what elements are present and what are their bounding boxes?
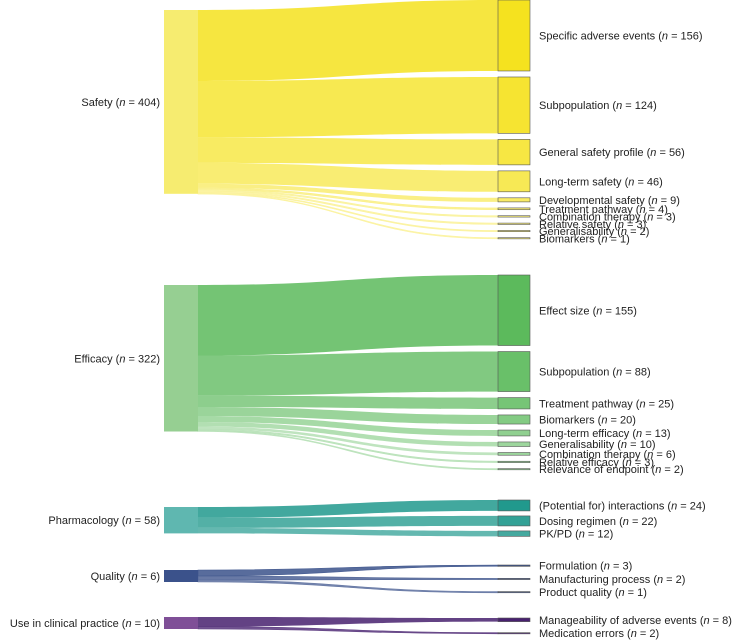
target-node-quality-manufacturing-process: [497, 578, 531, 580]
target-label-efficacy-treatment-pathway: Treatment pathway (n = 25): [539, 398, 674, 410]
target-label-safety-developmental-safety: Developmental safety (n = 9): [539, 195, 680, 207]
target-node-safety-treatment-pathway: [497, 207, 531, 211]
flow-safety-long-term-safety: [198, 162, 498, 192]
target-node-safety-generalisability: [497, 230, 531, 232]
target-label-efficacy-biomarkers: Biomarkers (n = 20): [539, 414, 636, 426]
target-label-pharmacology-dosing-regimen: Dosing regimen (n = 22): [539, 516, 657, 528]
target-label-use-in-clinical-practice-manageability-of-adverse-events: Manageability of adverse events (n = 8): [539, 615, 732, 627]
source-node-pharmacology: [164, 507, 198, 534]
target-node-efficacy-combination-therapy: [497, 452, 531, 456]
target-node-safety-subpopulation: [497, 76, 531, 134]
target-node-efficacy-treatment-pathway: [497, 397, 531, 410]
category-label-quality: Quality (n = 6): [91, 571, 160, 583]
target-node-safety-relative-safety: [497, 222, 531, 225]
target-node-efficacy-long-term-efficacy: [497, 429, 531, 437]
target-label-pharmacology-potential-for-interactions: (Potential for) interactions (n = 24): [539, 500, 706, 512]
flow-pharmacology-dosing-regimen: [198, 515, 498, 528]
target-label-safety-generalisability: Generalisability (n = 2): [539, 226, 649, 238]
flow-use-in-clinical-practice-manageability-of-adverse-events: [198, 617, 498, 627]
node-layer: [164, 0, 531, 635]
target-node-efficacy-effect-size: [497, 274, 531, 346]
target-label-safety-long-term-safety: Long-term safety (n = 46): [539, 176, 663, 188]
target-node-safety-combination-therapy: [497, 215, 531, 218]
flow-efficacy-long-term-efficacy: [198, 416, 498, 436]
target-label-safety-specific-adverse-events: Specific adverse events (n = 156): [539, 30, 703, 42]
flow-efficacy-effect-size: [198, 275, 498, 356]
target-node-use-in-clinical-practice-manageability-of-adverse-events: [497, 617, 531, 622]
flow-efficacy-combination-therapy: [198, 426, 498, 456]
flow-layer: [197, 0, 499, 635]
source-node-quality: [164, 570, 198, 582]
source-node-efficacy: [164, 285, 198, 432]
target-label-quality-manufacturing-process: Manufacturing process (n = 2): [539, 574, 685, 586]
flow-efficacy-treatment-pathway: [198, 395, 498, 409]
target-label-efficacy-relevance-of-endpoint: Relevance of endpoint (n = 2): [539, 464, 684, 476]
target-label-quality-product-quality: Product quality (n = 1): [539, 587, 647, 599]
target-label-safety-treatment-pathway: Treatment pathway (n = 4): [539, 204, 668, 216]
source-node-use-in-clinical-practice: [164, 617, 198, 629]
target-node-use-in-clinical-practice-medication-errors: [497, 632, 531, 635]
category-label-pharmacology: Pharmacology (n = 58): [48, 515, 160, 527]
target-node-safety-general-safety-profile: [497, 139, 531, 166]
flow-safety-subpopulation: [198, 76, 498, 138]
target-label-safety-combination-therapy: Combination therapy (n = 3): [539, 211, 676, 223]
target-node-safety-specific-adverse-events: [497, 0, 531, 72]
flow-quality-product-quality: [197, 579, 499, 594]
flow-use-in-clinical-practice-medication-errors: [197, 626, 499, 635]
flow-quality-formulation: [197, 564, 499, 577]
target-label-efficacy-effect-size: Effect size (n = 155): [539, 305, 637, 317]
target-label-quality-formulation: Formulation (n = 3): [539, 561, 632, 573]
flow-efficacy-generalisability: [198, 421, 498, 447]
target-label-efficacy-subpopulation: Subpopulation (n = 88): [539, 367, 651, 379]
flow-efficacy-biomarkers: [198, 406, 498, 425]
target-label-pharmacology-pk-pd: PK/PD (n = 12): [539, 529, 613, 541]
target-node-efficacy-biomarkers: [497, 414, 531, 425]
target-label-efficacy-relative-efficacy: Relative efficacy (n = 3): [539, 457, 654, 469]
label-layer: Safety (n = 404) Specific adverse events …: [10, 30, 732, 640]
source-node-safety: [164, 10, 198, 194]
target-label-safety-subpopulation: Subpopulation (n = 124): [539, 100, 657, 112]
target-label-safety-relative-safety: Relative safety (n = 3): [539, 219, 646, 231]
target-node-efficacy-relevance-of-endpoint: [497, 468, 531, 471]
target-node-efficacy-subpopulation: [497, 351, 531, 392]
target-label-efficacy-generalisability: Generalisability (n = 10): [539, 439, 655, 451]
flow-pharmacology-potential-for-interactions: [198, 500, 498, 518]
target-node-efficacy-generalisability: [497, 441, 531, 447]
target-node-safety-biomarkers: [497, 237, 531, 240]
category-label-use-in-clinical-practice: Use in clinical practice (n = 10): [10, 618, 160, 630]
target-node-safety-developmental-safety: [497, 197, 531, 203]
target-node-pharmacology-dosing-regimen: [497, 515, 531, 527]
target-label-use-in-clinical-practice-medication-errors: Medication errors (n = 2): [539, 628, 659, 640]
flow-efficacy-subpopulation: [198, 351, 498, 396]
flow-quality-manufacturing-process: [197, 575, 499, 581]
category-label-safety: Safety (n = 404): [81, 97, 160, 109]
target-node-quality-formulation: [497, 564, 531, 567]
flow-safety-specific-adverse-events: [198, 0, 498, 81]
target-node-safety-long-term-safety: [497, 170, 531, 193]
flow-pharmacology-pk-pd: [198, 527, 498, 537]
category-label-efficacy: Efficacy (n = 322): [74, 353, 160, 365]
target-label-efficacy-long-term-efficacy: Long-term efficacy (n = 13): [539, 428, 671, 440]
target-node-pharmacology-potential-for-interactions: [497, 499, 531, 512]
flow-safety-developmental-safety: [198, 183, 498, 202]
target-label-safety-biomarkers: Biomarkers (n = 1): [539, 233, 630, 245]
target-label-efficacy-combination-therapy: Combination therapy (n = 6): [539, 449, 676, 461]
target-node-efficacy-relative-efficacy: [497, 460, 531, 463]
target-node-pharmacology-pk-pd: [497, 530, 531, 537]
flow-safety-general-safety-profile: [198, 137, 498, 165]
target-label-safety-general-safety-profile: General safety profile (n = 56): [539, 147, 685, 159]
target-node-quality-product-quality: [497, 591, 531, 594]
